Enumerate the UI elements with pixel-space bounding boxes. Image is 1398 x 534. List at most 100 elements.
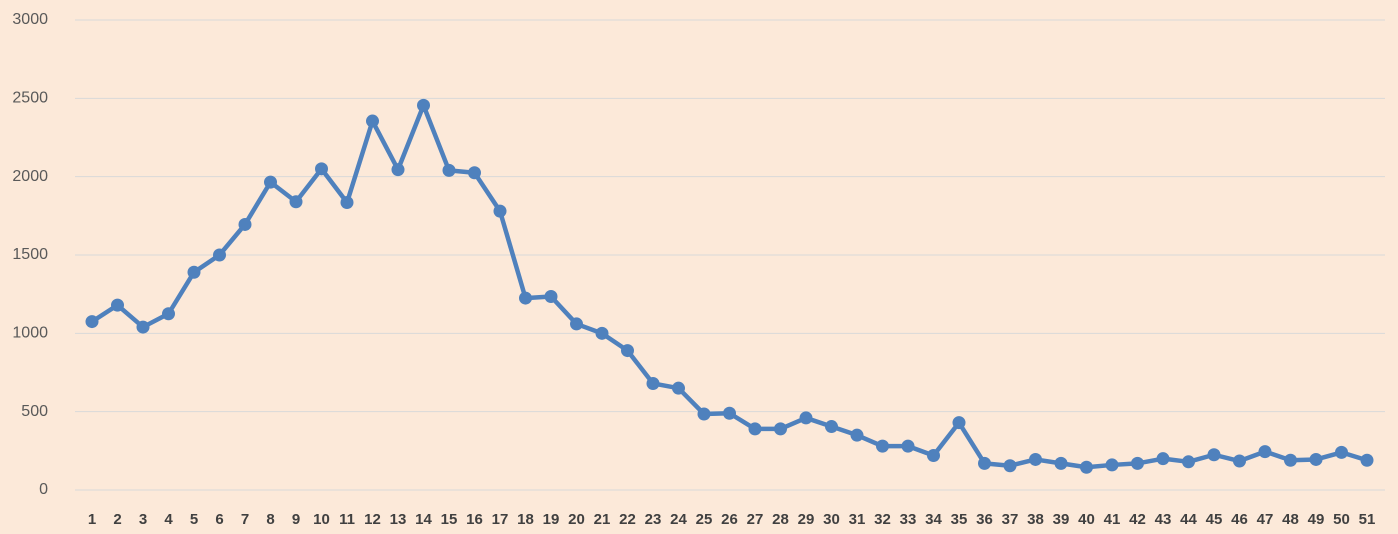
- x-tick-label: 9: [292, 511, 300, 528]
- x-tick-label: 24: [670, 511, 687, 528]
- y-tick-label: 1500: [12, 246, 48, 263]
- x-tick-label: 18: [517, 511, 534, 528]
- y-tick-label: 1000: [12, 325, 48, 342]
- data-point: [85, 315, 99, 329]
- data-point: [264, 175, 277, 189]
- x-tick-label: 38: [1027, 511, 1044, 528]
- data-point: [978, 456, 991, 470]
- x-tick-label: 12: [364, 511, 381, 528]
- x-tick-label: 10: [313, 511, 330, 528]
- data-point: [1207, 448, 1221, 462]
- data-point: [238, 217, 252, 231]
- data-point: [544, 290, 558, 304]
- data-point: [1258, 445, 1272, 459]
- x-tick-label: 32: [874, 511, 891, 528]
- x-tick-label: 33: [900, 511, 917, 528]
- data-point: [1105, 458, 1119, 472]
- x-tick-label: 36: [976, 511, 993, 528]
- x-tick-label: 6: [215, 511, 223, 528]
- x-tick-label: 44: [1180, 511, 1197, 528]
- x-tick-label: 29: [798, 511, 815, 528]
- data-point: [1309, 452, 1323, 466]
- y-tick-label: 3000: [12, 11, 48, 28]
- x-tick-label: 20: [568, 511, 585, 528]
- x-tick-label: 45: [1206, 511, 1223, 528]
- data-point: [952, 416, 966, 430]
- x-tick-label: 7: [241, 511, 249, 528]
- x-tick-label: 43: [1155, 511, 1172, 528]
- data-point: [876, 439, 889, 453]
- x-tick-label: 41: [1104, 511, 1121, 528]
- data-point: [366, 114, 379, 128]
- data-point: [442, 163, 456, 177]
- x-tick-label: 39: [1053, 511, 1070, 528]
- data-point: [1131, 456, 1144, 470]
- data-point: [901, 439, 915, 453]
- x-tick-label: 19: [543, 511, 560, 528]
- x-tick-label: 25: [696, 511, 713, 528]
- data-point: [723, 406, 736, 420]
- data-point: [468, 166, 481, 180]
- data-point: [595, 326, 609, 340]
- x-tick-label: 26: [721, 511, 738, 528]
- x-tick-label: 30: [823, 511, 840, 528]
- x-tick-label: 17: [492, 511, 509, 528]
- x-tick-label: 21: [594, 511, 611, 528]
- x-tick-label: 27: [747, 511, 764, 528]
- data-point: [1284, 453, 1297, 467]
- x-tick-label: 3: [139, 511, 147, 528]
- data-point: [1054, 456, 1068, 470]
- data-point: [213, 248, 226, 262]
- x-tick-label: 46: [1231, 511, 1248, 528]
- x-tick-label: 23: [645, 511, 662, 528]
- data-point: [162, 307, 175, 321]
- y-tick-label: 2000: [12, 168, 48, 185]
- data-point: [1335, 445, 1348, 459]
- x-tick-label: 22: [619, 511, 636, 528]
- data-point: [519, 291, 532, 305]
- x-tick-label: 31: [849, 511, 866, 528]
- data-point: [1182, 455, 1195, 469]
- x-tick-label: 48: [1282, 511, 1299, 528]
- y-tick-label: 500: [21, 403, 48, 420]
- data-point: [927, 449, 940, 463]
- x-tick-label: 35: [951, 511, 968, 528]
- x-tick-label: 42: [1129, 511, 1146, 528]
- y-tick-label: 0: [39, 481, 48, 498]
- x-tick-label: 4: [164, 511, 173, 528]
- x-tick-label: 40: [1078, 511, 1095, 528]
- data-point: [799, 411, 813, 425]
- data-point: [315, 162, 328, 176]
- data-point: [850, 428, 864, 442]
- data-point: [1156, 452, 1170, 466]
- data-point: [825, 420, 838, 434]
- data-point: [774, 422, 787, 436]
- x-tick-label: 13: [390, 511, 407, 528]
- x-tick-label: 51: [1359, 511, 1376, 528]
- x-tick-label: 37: [1002, 511, 1019, 528]
- data-point: [1233, 454, 1246, 468]
- data-point: [391, 163, 405, 177]
- data-point: [340, 196, 354, 210]
- data-point: [1003, 459, 1017, 473]
- data-point: [417, 98, 430, 112]
- data-point: [697, 407, 711, 421]
- data-point: [646, 376, 660, 390]
- x-tick-label: 50: [1333, 511, 1350, 528]
- x-tick-label: 1: [88, 511, 96, 528]
- data-point: [1360, 453, 1374, 467]
- x-tick-label: 8: [266, 511, 274, 528]
- data-point: [493, 204, 507, 218]
- x-tick-label: 47: [1257, 511, 1274, 528]
- data-point: [187, 265, 201, 279]
- data-point: [136, 320, 150, 334]
- data-point: [289, 195, 303, 209]
- x-tick-label: 5: [190, 511, 198, 528]
- data-point: [621, 344, 634, 358]
- x-tick-label: 2: [113, 511, 121, 528]
- x-tick-label: 49: [1308, 511, 1325, 528]
- data-point: [570, 317, 583, 331]
- data-point: [748, 422, 762, 436]
- x-tick-label: 14: [415, 511, 432, 528]
